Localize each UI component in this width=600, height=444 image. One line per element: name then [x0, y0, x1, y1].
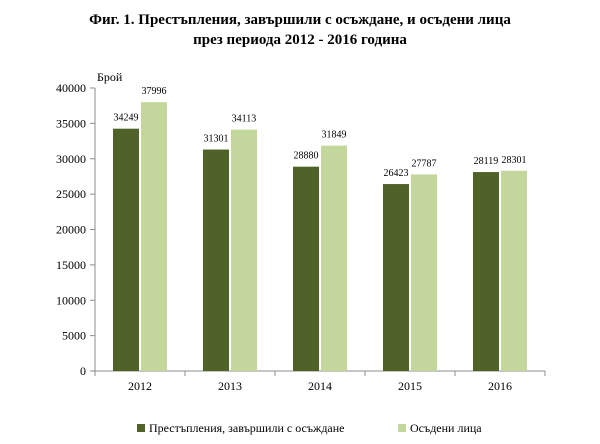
data-label: 26423	[384, 168, 409, 179]
bar-convicted-persons	[141, 102, 167, 372]
data-label: 31301	[204, 134, 229, 145]
data-label: 31849	[322, 130, 347, 141]
y-axis: 0 5000 10000 15000 20000 25000 30000 35000 40000…	[56, 70, 123, 378]
bar-convicted-persons	[231, 129, 257, 371]
x-tick-label: 2015	[398, 379, 422, 393]
data-label: 34113	[232, 114, 257, 125]
x-tick-label: 2016	[488, 379, 512, 393]
bar-convicted-persons	[321, 145, 347, 371]
chart-title: Фиг. 1. Престъпления, завършили с осъжда…	[0, 10, 600, 50]
x-axis: 2012 2013 2014 2015 2016	[94, 370, 546, 393]
y-tick-label: 35000	[56, 116, 86, 130]
y-tick-label: 20000	[56, 223, 86, 237]
bar-convicted-persons	[411, 174, 437, 371]
y-axis-label: Брой	[97, 70, 123, 84]
bar-convictions	[113, 128, 139, 371]
legend-swatch-convicted-persons	[398, 424, 406, 432]
legend-label-convictions: Престъпления, завършили с осъждане	[149, 421, 345, 435]
data-label: 28119	[474, 156, 499, 167]
y-tick-label: 30000	[56, 152, 86, 166]
x-tick-label: 2013	[218, 379, 242, 393]
y-tick-label: 40000	[56, 81, 86, 95]
x-tick-label: 2014	[308, 379, 332, 393]
bar-convictions	[383, 184, 409, 371]
data-label: 28880	[294, 151, 319, 162]
y-tick-label: 5000	[62, 329, 86, 343]
y-tick-label: 15000	[56, 258, 86, 272]
bar-convictions	[203, 149, 229, 371]
bar-convicted-persons	[501, 170, 527, 371]
y-tick-label: 25000	[56, 187, 86, 201]
legend-label-convicted-persons: Осъдени лица	[410, 421, 482, 435]
data-label: 27787	[412, 158, 437, 169]
data-label: 37996	[142, 86, 167, 97]
y-tick-label: 10000	[56, 293, 86, 307]
data-label: 34249	[114, 113, 139, 124]
x-tick-label: 2012	[128, 379, 152, 393]
data-label: 28301	[502, 155, 527, 166]
chart-title-line-1: Фиг. 1. Престъпления, завършили с осъжда…	[89, 12, 511, 28]
chart-title-line-2: през периода 2012 - 2016 година	[193, 32, 407, 48]
y-tick-label: 0	[80, 364, 86, 378]
bar-convictions	[473, 172, 499, 371]
legend-swatch-convictions	[137, 424, 145, 432]
bar-convictions	[293, 166, 319, 371]
legend: Престъпления, завършили с осъждане Осъден…	[137, 421, 482, 435]
